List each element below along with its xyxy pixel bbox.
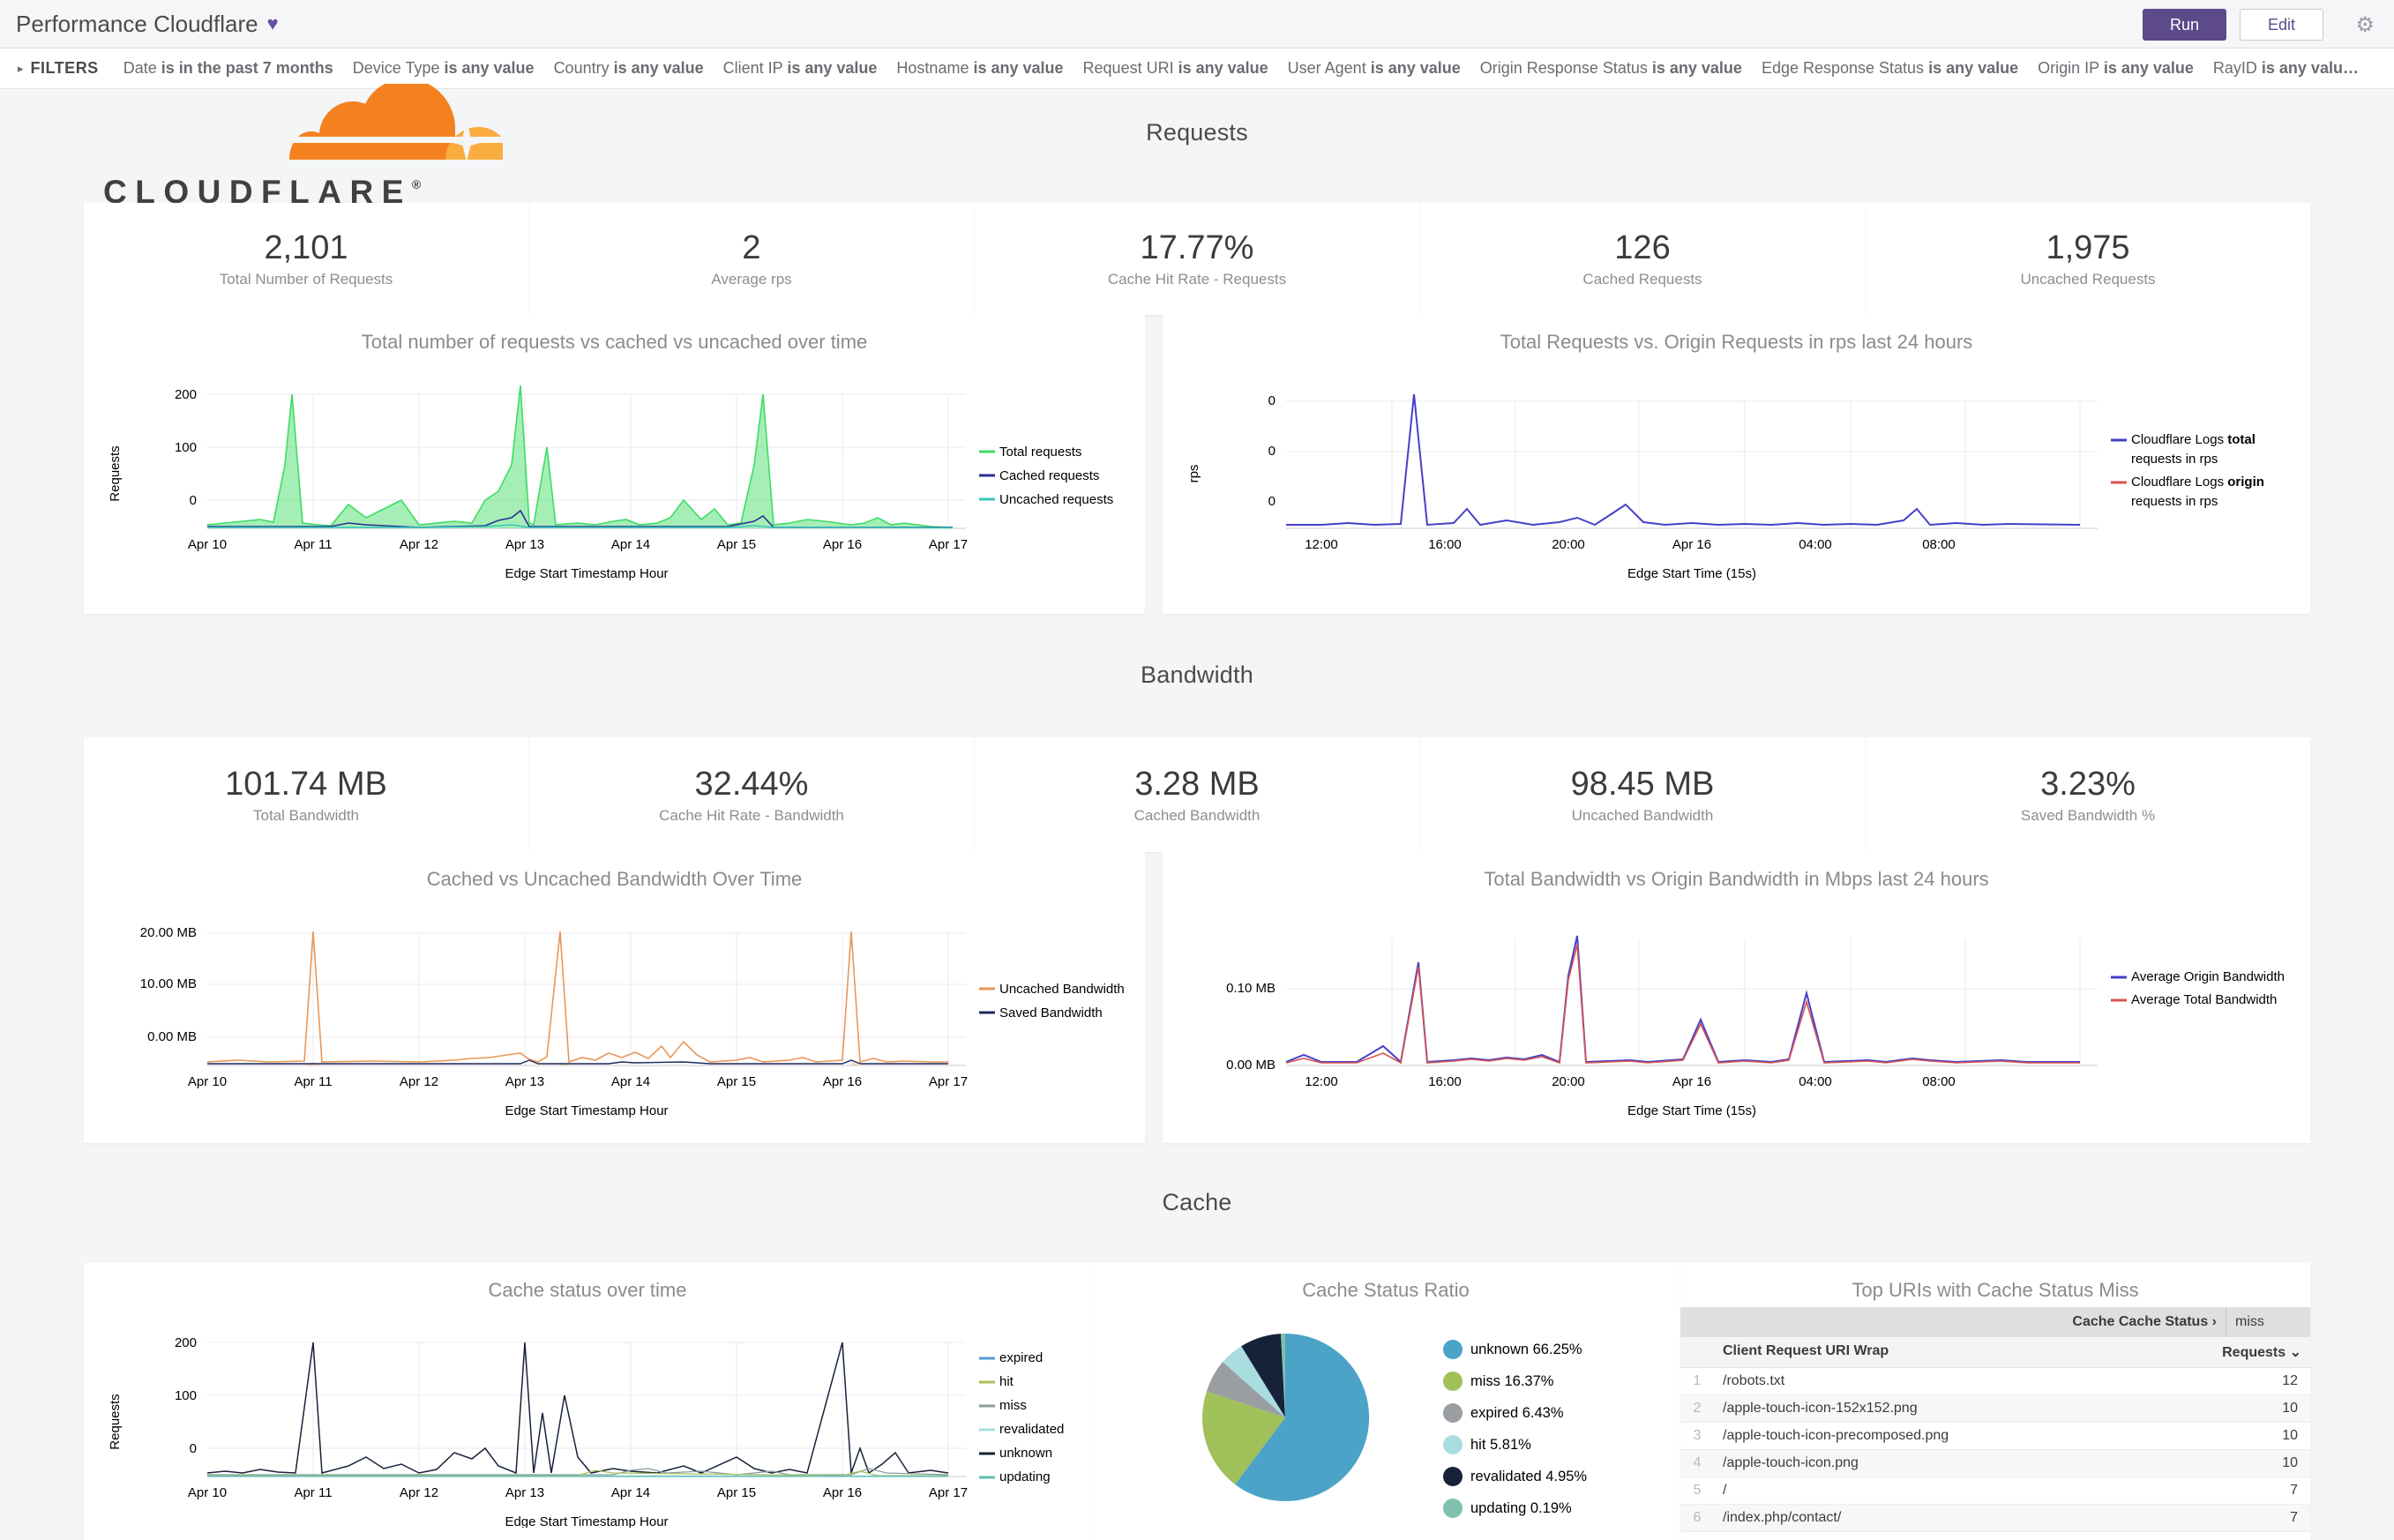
svg-text:expired: expired [999, 1350, 1043, 1365]
svg-text:Apr 14: Apr 14 [611, 1485, 650, 1500]
svg-text:Apr 17: Apr 17 [929, 1074, 968, 1089]
svg-text:requests in rps: requests in rps [2131, 452, 2218, 467]
svg-text:Saved Bandwidth: Saved Bandwidth [999, 1005, 1103, 1020]
svg-text:Edge Start Time (15s): Edge Start Time (15s) [1627, 566, 1756, 581]
svg-text:miss: miss [999, 1398, 1027, 1413]
svg-text:revalidated 4.95%: revalidated 4.95% [1470, 1469, 1587, 1484]
svg-text:requests in rps: requests in rps [2131, 494, 2218, 509]
svg-text:hit 5.81%: hit 5.81% [1470, 1437, 1531, 1453]
svg-text:10.00 MB: 10.00 MB [140, 976, 197, 991]
svg-text:12:00: 12:00 [1305, 537, 1338, 552]
svg-text:0.10 MB: 0.10 MB [1226, 981, 1276, 996]
svg-text:0: 0 [190, 1441, 197, 1456]
svg-text:Cloudflare Logs total: Cloudflare Logs total [2131, 432, 2256, 447]
svg-text:0: 0 [1268, 494, 1276, 509]
svg-text:Apr 10: Apr 10 [188, 1485, 227, 1500]
svg-text:Apr 16: Apr 16 [823, 1074, 862, 1089]
svg-text:Apr 12: Apr 12 [400, 537, 438, 552]
svg-text:Apr 13: Apr 13 [505, 1485, 544, 1500]
svg-text:08:00: 08:00 [1922, 537, 1956, 552]
svg-text:rps: rps [1186, 465, 1201, 483]
svg-text:200: 200 [175, 387, 197, 402]
svg-text:Apr 15: Apr 15 [717, 1074, 756, 1089]
svg-text:04:00: 04:00 [1799, 537, 1832, 552]
svg-text:0.00 MB: 0.00 MB [147, 1029, 197, 1044]
svg-text:Average Total Bandwidth: Average Total Bandwidth [2131, 992, 2277, 1007]
svg-text:Apr 14: Apr 14 [611, 1074, 650, 1089]
svg-text:Cloudflare Logs origin: Cloudflare Logs origin [2131, 475, 2264, 490]
svg-text:Edge Start Timestamp Hour: Edge Start Timestamp Hour [505, 566, 668, 581]
svg-text:miss 16.37%: miss 16.37% [1470, 1373, 1554, 1389]
svg-text:0: 0 [1268, 444, 1276, 459]
svg-text:updating: updating [999, 1469, 1051, 1484]
svg-text:Apr 16: Apr 16 [1672, 1074, 1711, 1089]
svg-text:unknown: unknown [999, 1446, 1052, 1461]
svg-text:Requests: Requests [108, 445, 123, 501]
svg-text:Cached requests: Cached requests [999, 468, 1099, 483]
svg-text:Uncached requests: Uncached requests [999, 492, 1113, 507]
svg-text:100: 100 [175, 440, 197, 455]
svg-text:Apr 12: Apr 12 [400, 1074, 438, 1089]
svg-text:Apr 13: Apr 13 [505, 1074, 544, 1089]
svg-text:16:00: 16:00 [1428, 1074, 1462, 1089]
svg-text:Uncached Bandwidth: Uncached Bandwidth [999, 982, 1125, 997]
svg-text:20:00: 20:00 [1552, 537, 1585, 552]
svg-text:Apr 10: Apr 10 [188, 1074, 227, 1089]
svg-text:Apr 10: Apr 10 [188, 537, 227, 552]
svg-text:revalidated: revalidated [999, 1422, 1064, 1437]
svg-text:0.00 MB: 0.00 MB [1226, 1058, 1276, 1073]
svg-text:Apr 11: Apr 11 [294, 537, 332, 552]
svg-text:Apr 16: Apr 16 [823, 1485, 862, 1500]
svg-text:hit: hit [999, 1374, 1014, 1389]
svg-text:Average Origin Bandwidth: Average Origin Bandwidth [2131, 969, 2285, 984]
svg-text:08:00: 08:00 [1922, 1074, 1956, 1089]
svg-text:0: 0 [1268, 393, 1276, 408]
svg-text:Edge Start Time (15s): Edge Start Time (15s) [1627, 1103, 1756, 1118]
svg-text:Edge Start Timestamp Hour: Edge Start Timestamp Hour [505, 1514, 668, 1528]
svg-text:updating 0.19%: updating 0.19% [1470, 1500, 1572, 1516]
svg-text:Apr 14: Apr 14 [611, 537, 650, 552]
svg-text:Apr 15: Apr 15 [717, 1485, 756, 1500]
svg-text:expired 6.43%: expired 6.43% [1470, 1405, 1564, 1421]
svg-text:Requests: Requests [108, 1394, 123, 1449]
svg-text:Apr 17: Apr 17 [929, 1485, 968, 1500]
svg-text:200: 200 [175, 1335, 197, 1350]
svg-text:100: 100 [175, 1388, 197, 1403]
svg-text:Apr 17: Apr 17 [929, 537, 968, 552]
svg-text:04:00: 04:00 [1799, 1074, 1832, 1089]
svg-text:Apr 12: Apr 12 [400, 1485, 438, 1500]
svg-text:16:00: 16:00 [1428, 537, 1462, 552]
svg-text:20:00: 20:00 [1552, 1074, 1585, 1089]
svg-text:0: 0 [190, 493, 197, 508]
svg-text:Apr 11: Apr 11 [294, 1074, 332, 1089]
svg-text:Total requests: Total requests [999, 445, 1081, 460]
svg-text:12:00: 12:00 [1305, 1074, 1338, 1089]
svg-text:unknown 66.25%: unknown 66.25% [1470, 1342, 1582, 1357]
svg-text:Apr 15: Apr 15 [717, 537, 756, 552]
svg-text:Apr 16: Apr 16 [823, 537, 862, 552]
svg-text:Apr 16: Apr 16 [1672, 537, 1711, 552]
svg-text:Edge Start Timestamp Hour: Edge Start Timestamp Hour [505, 1103, 668, 1118]
svg-text:20.00 MB: 20.00 MB [140, 925, 197, 940]
svg-text:Apr 11: Apr 11 [294, 1485, 332, 1500]
svg-text:Apr 13: Apr 13 [505, 537, 544, 552]
